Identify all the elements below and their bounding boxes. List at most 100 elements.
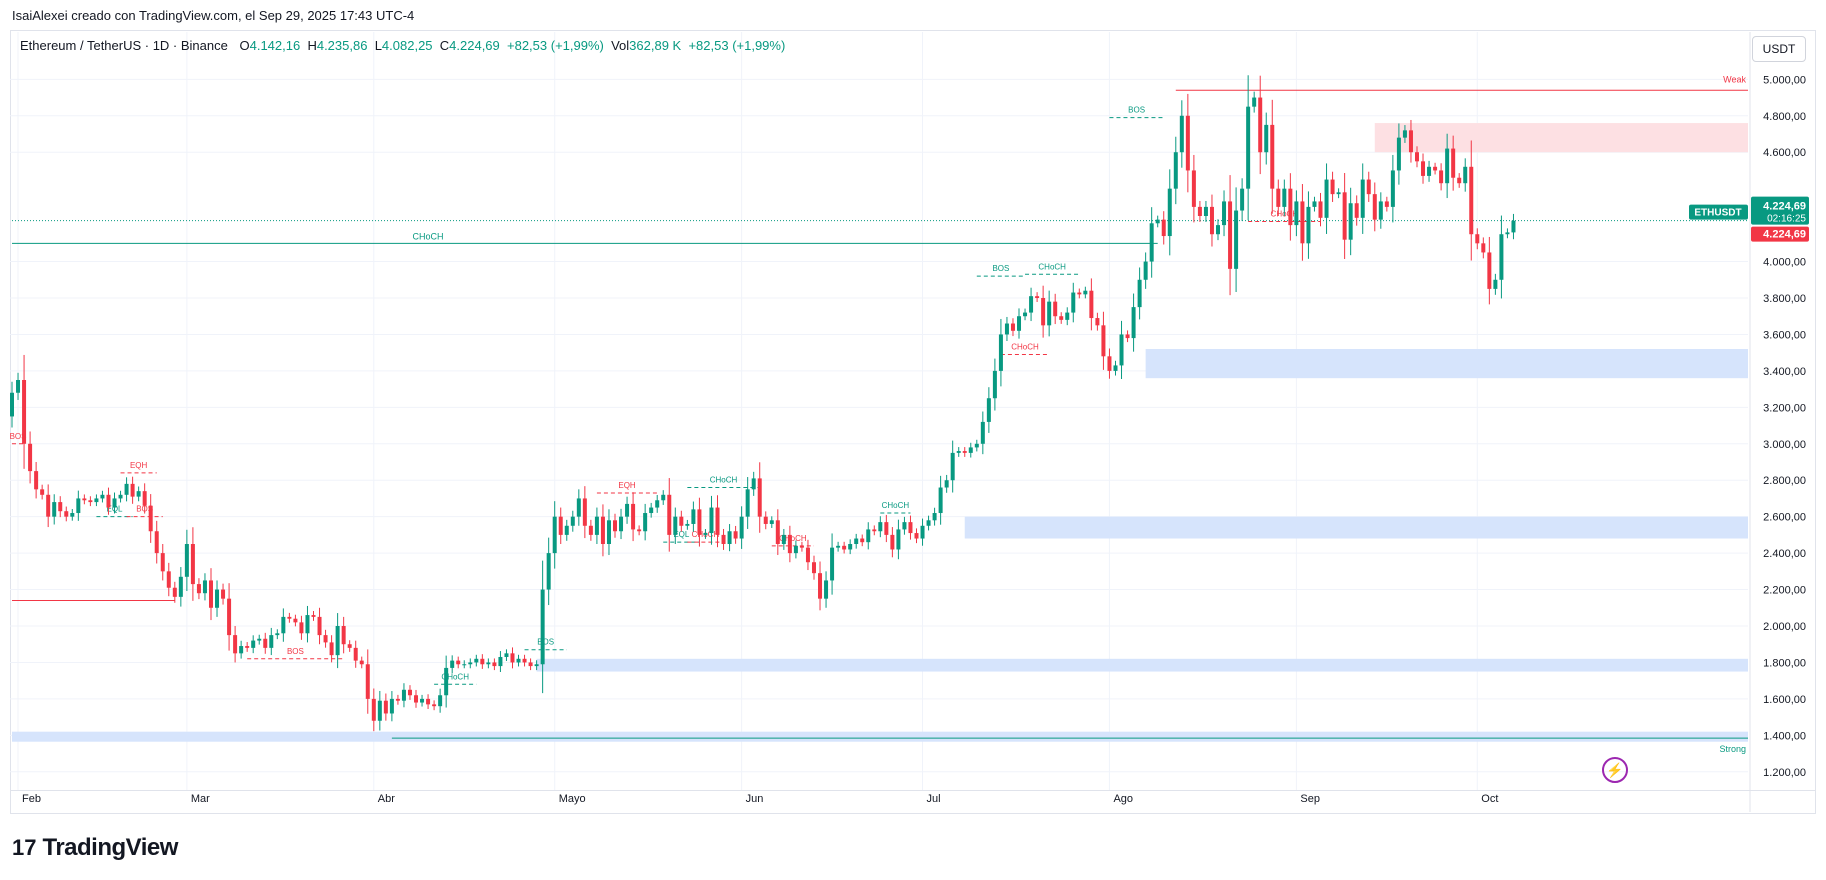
- chart-frame[interactable]: [10, 30, 1816, 814]
- x-tick-label: Mar: [191, 793, 210, 805]
- structure-label: EQL: [673, 530, 690, 539]
- candle-body: [1469, 166, 1474, 235]
- y-tick-label: 3.600,00: [1763, 329, 1806, 341]
- close-value: 4.224,69: [449, 38, 500, 53]
- candle-body: [980, 421, 985, 444]
- candle-body: [799, 545, 804, 548]
- candle-body: [377, 700, 382, 721]
- candle-body: [1354, 203, 1359, 218]
- structure-label: BOS: [10, 432, 27, 441]
- candle-body: [1059, 316, 1064, 320]
- candle-body: [763, 516, 768, 524]
- candle-body: [1004, 323, 1009, 335]
- candle-body: [414, 695, 419, 703]
- candle-body: [1312, 201, 1317, 207]
- candle-body: [1143, 261, 1148, 280]
- candle-body: [221, 589, 226, 599]
- candle-body: [202, 580, 207, 594]
- candle-body: [450, 660, 455, 668]
- candle-body: [142, 491, 147, 506]
- candle-body: [872, 529, 877, 532]
- candle-body: [1167, 188, 1172, 237]
- candle-body: [317, 616, 322, 636]
- candle-body: [1149, 223, 1154, 262]
- high-label: H: [307, 38, 317, 53]
- candle-body: [884, 522, 889, 535]
- candle-body: [824, 580, 829, 599]
- candle-body: [389, 698, 394, 714]
- candle-body: [196, 584, 201, 594]
- candle-body: [848, 544, 853, 550]
- symbol-label[interactable]: Ethereum / TetherUS · 1D · Binance: [20, 38, 228, 53]
- candle-body: [1023, 312, 1028, 317]
- candle-body: [727, 531, 732, 544]
- candle-body: [944, 480, 949, 488]
- candle-body: [757, 478, 762, 517]
- candle-body: [1270, 124, 1275, 189]
- candle-body: [619, 516, 624, 532]
- high-value: 4.235,86: [316, 38, 368, 53]
- candle-body: [1511, 220, 1516, 233]
- candle-body: [52, 502, 57, 517]
- candle-body: [462, 664, 467, 666]
- y-tick-label: 1.200,00: [1763, 767, 1806, 779]
- candle-body: [208, 580, 213, 608]
- candle-body: [1493, 279, 1498, 289]
- candle-body: [1035, 296, 1040, 298]
- candle-body: [1071, 292, 1076, 313]
- candle-body: [842, 545, 847, 550]
- candle-body: [70, 513, 75, 517]
- structure-label: CHoCH: [779, 534, 807, 543]
- candle-body: [323, 635, 328, 643]
- change-value: +82,53 (+1,99%): [507, 38, 604, 53]
- candle-body: [631, 503, 636, 530]
- candle-body: [751, 478, 756, 490]
- candle-body: [733, 531, 738, 539]
- candle-body: [1113, 365, 1118, 371]
- candle-body: [245, 646, 250, 648]
- candle-body: [1402, 130, 1407, 138]
- level-label: Strong: [1719, 744, 1746, 754]
- candle-body: [1360, 179, 1365, 218]
- demand-zone: [1145, 349, 1748, 379]
- candle-body: [715, 507, 720, 535]
- price-tag-red-text: 4.224,69: [1763, 229, 1806, 241]
- candle-body: [679, 516, 684, 526]
- structure-label: CHoCH: [441, 672, 469, 681]
- candle-body: [299, 622, 304, 634]
- currency-unit-button[interactable]: USDT: [1752, 36, 1806, 62]
- demand-zone: [12, 731, 1748, 742]
- candle-body: [1125, 334, 1130, 339]
- y-tick-label: 5.000,00: [1763, 74, 1806, 86]
- candle-body: [968, 447, 973, 453]
- candle-body: [552, 516, 557, 554]
- structure-label: EQH: [618, 481, 636, 490]
- y-tick-label: 4.600,00: [1763, 147, 1806, 159]
- candle-body: [359, 660, 364, 665]
- candle-body: [643, 513, 648, 532]
- candle-body: [661, 494, 666, 501]
- candle-body: [1240, 188, 1245, 211]
- candle-body: [1499, 234, 1504, 280]
- candle-body: [1246, 106, 1251, 189]
- x-tick-label: Abr: [378, 793, 395, 805]
- candle-body: [251, 640, 256, 648]
- candle-body: [600, 516, 605, 544]
- candle-body: [1216, 225, 1220, 235]
- candle-body: [1408, 130, 1413, 153]
- candle-body: [136, 491, 141, 497]
- candle-body: [613, 520, 617, 532]
- y-tick-label: 4.000,00: [1763, 257, 1806, 269]
- candle-body: [492, 662, 497, 667]
- candle-body: [239, 646, 244, 654]
- candle-body: [1095, 318, 1100, 326]
- x-tick-label: Jun: [746, 793, 764, 805]
- candle-body: [34, 471, 39, 490]
- lightning-icon[interactable]: ⚡: [1602, 757, 1628, 783]
- candle-body: [1252, 97, 1257, 107]
- candle-body: [40, 489, 45, 495]
- candle-body: [1421, 161, 1426, 176]
- candle-body: [1487, 252, 1492, 289]
- brand-logo[interactable]: 17 TradingView: [12, 834, 178, 862]
